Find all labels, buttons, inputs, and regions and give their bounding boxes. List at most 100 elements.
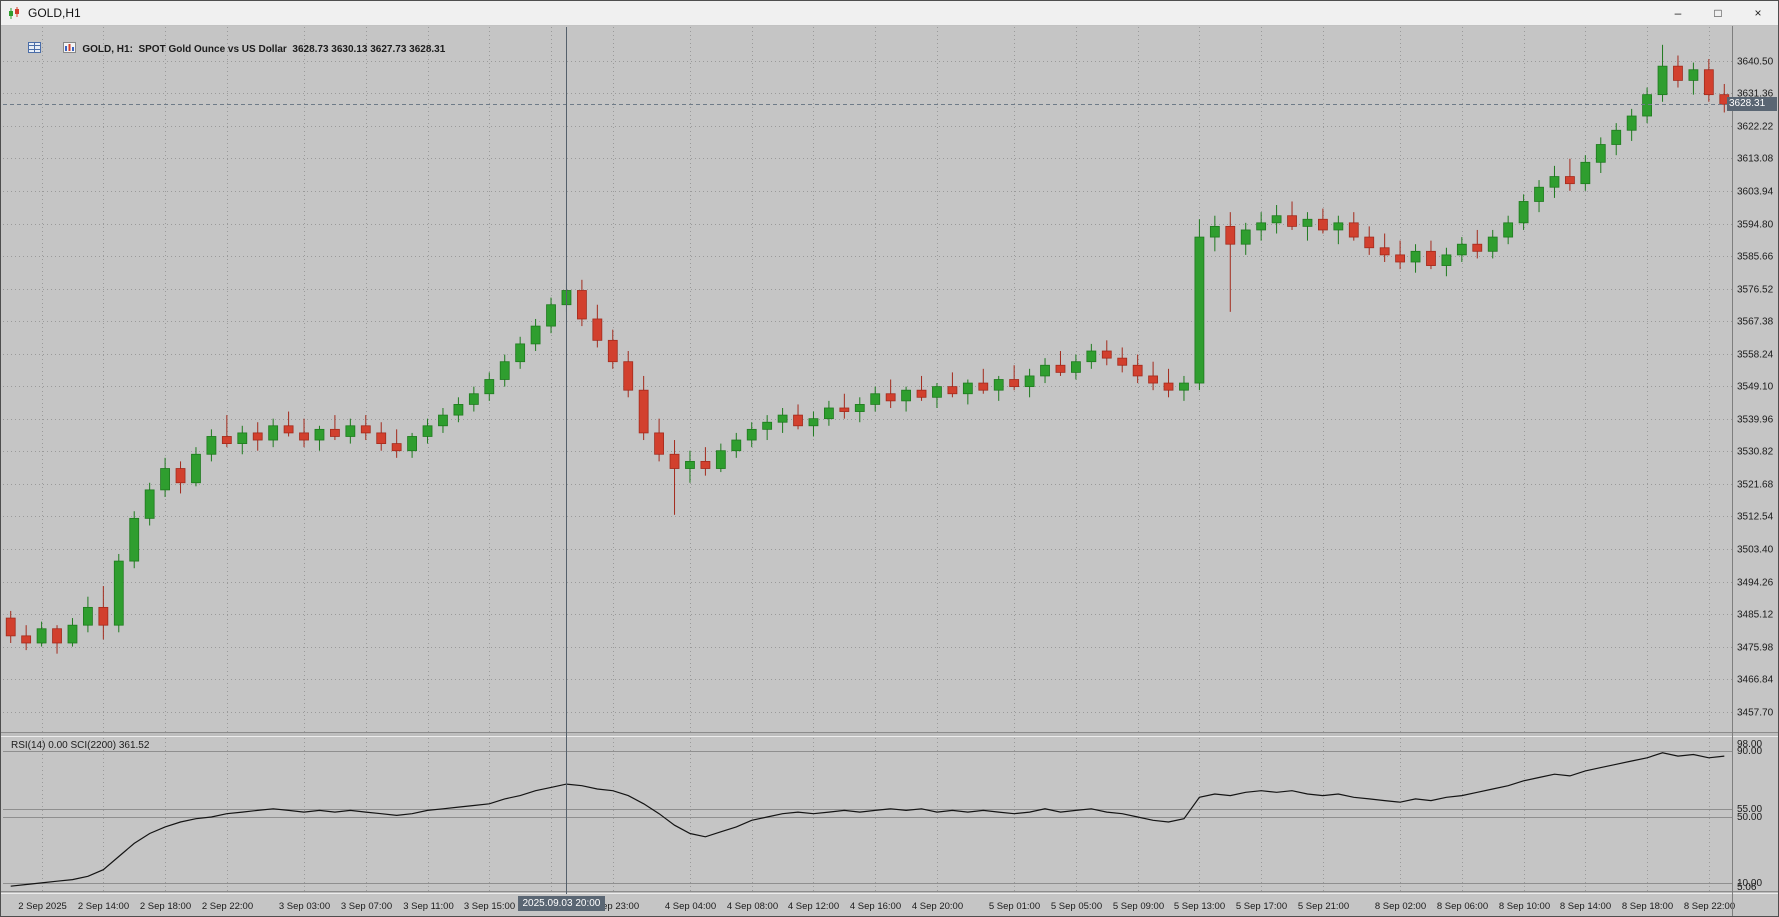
price-axis-label: 3503.40 [1737, 545, 1774, 556]
candle [1379, 233, 1390, 262]
window-title: GOLD,H1 [28, 6, 81, 20]
window-controls: – □ × [1658, 1, 1778, 25]
price-axis-label: 3475.98 [1737, 643, 1774, 654]
candle [360, 415, 371, 441]
candle [623, 351, 634, 398]
chart-plot-area[interactable] [3, 27, 1732, 732]
chart-background [1, 25, 1778, 916]
candle [438, 407, 448, 433]
crosshair-time-tooltip: 2025.09.03 20:00 [517, 896, 606, 911]
mini-chart-icon[interactable] [47, 31, 77, 67]
candle [407, 432, 417, 458]
candle [793, 404, 803, 430]
time-axis-label: 3 Sep 11:00 [403, 901, 454, 912]
time-axis-label: 8 Sep 14:00 [1560, 901, 1611, 912]
rsi-line [10, 752, 1725, 887]
price-axis-label: 3603.94 [1737, 187, 1774, 198]
panel-separator[interactable] [1, 891, 1779, 894]
candle [1240, 222, 1251, 255]
candle [1271, 205, 1282, 234]
candle [160, 457, 170, 497]
time-axis[interactable] [1, 894, 1779, 917]
time-axis-label: 2 Sep 2025 [18, 901, 67, 912]
candle [1148, 361, 1158, 391]
price-axis-label: 3549.10 [1737, 382, 1774, 393]
candle [484, 372, 495, 401]
time-axis-label: 2 Sep 14:00 [78, 901, 129, 912]
candle [1117, 347, 1128, 373]
candle [21, 625, 32, 651]
panel-separator[interactable] [1, 732, 1779, 737]
candle [376, 422, 387, 451]
candle [1472, 229, 1483, 259]
candle [98, 586, 109, 640]
candle [947, 372, 958, 398]
price-axis-label: 3576.52 [1737, 285, 1774, 296]
grid-icon[interactable] [11, 31, 41, 67]
time-axis-label: 8 Sep 06:00 [1437, 901, 1488, 912]
candle [1487, 229, 1498, 259]
indicator-scale-label: 98.00 [1737, 739, 1762, 750]
indicator-plot-area[interactable] [3, 738, 1732, 891]
candle [330, 415, 340, 441]
maximize-button[interactable]: □ [1714, 6, 1722, 20]
candle [1595, 137, 1606, 173]
candle [1580, 155, 1591, 191]
close-button[interactable]: × [1754, 6, 1762, 20]
candle [113, 553, 124, 633]
time-axis-label: 4 Sep 04:00 [665, 901, 716, 912]
indicator-scale-label: 50.00 [1737, 812, 1762, 823]
candle [854, 397, 865, 423]
candle [916, 375, 927, 401]
candle [839, 393, 850, 419]
candle [1426, 240, 1436, 270]
time-axis-label: 3 Sep 03:00 [279, 901, 330, 912]
candle [422, 418, 433, 444]
candle [1410, 244, 1421, 273]
price-axis[interactable] [1733, 25, 1779, 917]
candle [1132, 354, 1143, 384]
candle [36, 621, 47, 647]
candle [1503, 215, 1514, 245]
candle [144, 482, 155, 526]
candle [1657, 44, 1668, 102]
price-axis-label: 3539.96 [1737, 415, 1774, 426]
candle [885, 379, 896, 408]
time-axis-label: 4 Sep 08:00 [727, 901, 778, 912]
time-axis-label: 4 Sep 12:00 [788, 901, 839, 912]
candle [1179, 375, 1189, 401]
candle [1287, 201, 1297, 230]
indicator-scale-label: 90.00 [1737, 746, 1762, 757]
candle [1318, 208, 1328, 234]
candle [592, 304, 603, 348]
candle [1441, 247, 1452, 277]
price-axis-label: 3521.68 [1737, 480, 1774, 491]
minimize-button[interactable]: – [1674, 6, 1682, 20]
candle [530, 318, 541, 352]
time-axis-label: 5 Sep 21:00 [1298, 901, 1349, 912]
candle [777, 407, 788, 433]
price-axis-label: 3585.66 [1737, 252, 1774, 263]
candle [1009, 365, 1020, 391]
candle [67, 618, 78, 647]
candle [1055, 351, 1066, 376]
candle [1071, 354, 1081, 380]
candle [129, 511, 140, 569]
candle [206, 429, 217, 462]
candle [654, 418, 664, 462]
candle [499, 354, 510, 387]
candle [1024, 368, 1035, 398]
candle [1395, 240, 1405, 270]
price-axis-label: 3530.82 [1737, 447, 1774, 458]
price-axis-label: 3466.84 [1737, 675, 1774, 686]
indicator-panel: 98.0090.00 55.0050.00 10.005.06 [3, 739, 1762, 893]
time-axis-label: 8 Sep 10:00 [1499, 901, 1550, 912]
time-axis-label: 2 Sep 18:00 [140, 901, 191, 912]
time-axis-label: 8 Sep 18:00 [1622, 901, 1673, 912]
candle [83, 596, 93, 633]
candlestick-chart[interactable]: 3640.50 3631.36 3622.22 3613.08 3603.94 3594.… [1, 25, 1779, 917]
candle [1364, 226, 1375, 255]
candle [1302, 212, 1313, 241]
candles-series [5, 44, 1730, 654]
